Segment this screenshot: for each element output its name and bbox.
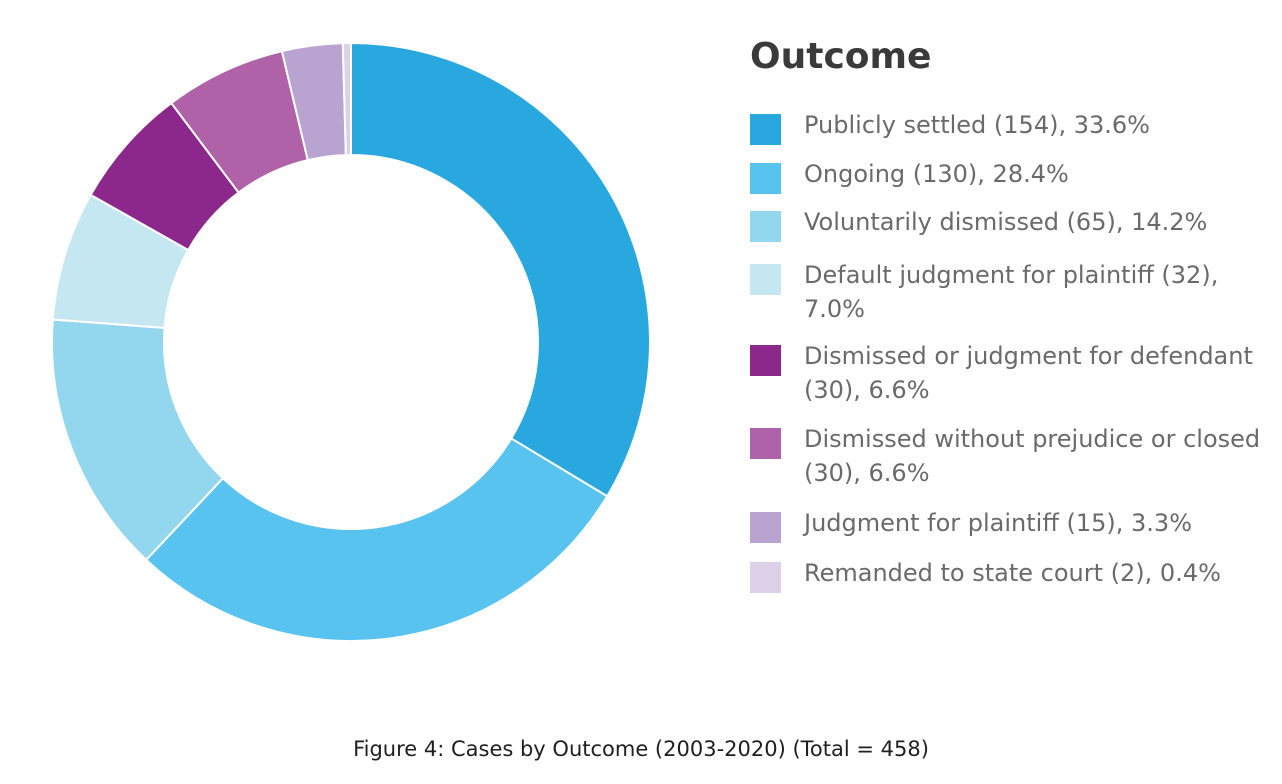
legend-label: Ongoing (130), 28.4% bbox=[804, 160, 1069, 188]
donut-chart bbox=[51, 41, 651, 642]
legend-label: Judgment for plaintiff (15), 3.3% bbox=[804, 509, 1193, 537]
legend-swatch bbox=[750, 114, 781, 145]
legend-title: Outcome bbox=[750, 36, 932, 77]
donut-slice-2 bbox=[144, 437, 609, 642]
legend-label: Publicly settled (154), 33.6% bbox=[804, 111, 1150, 139]
legend-swatch bbox=[750, 512, 781, 543]
legend-swatch bbox=[750, 428, 781, 459]
legend-label: Dismissed or judgment for defendant (30)… bbox=[804, 342, 1253, 404]
legend-swatch bbox=[750, 562, 781, 593]
legend-swatch bbox=[750, 163, 781, 194]
donut-slice-1 bbox=[350, 41, 651, 498]
legend-label: Voluntarily dismissed (65), 14.2% bbox=[804, 208, 1208, 236]
legend-swatch bbox=[750, 345, 781, 376]
donut-slice-8 bbox=[341, 41, 352, 157]
legend-label: Remanded to state court (2), 0.4% bbox=[804, 559, 1221, 587]
legend-swatch bbox=[750, 211, 781, 242]
legend-label: Dismissed without prejudice or closed (3… bbox=[804, 425, 1261, 487]
legend-swatch bbox=[750, 264, 781, 295]
figure-caption: Figure 4: Cases by Outcome (2003-2020) (… bbox=[353, 737, 929, 761]
legend-label: Default judgment for plaintiff (32), 7.0… bbox=[804, 261, 1219, 323]
